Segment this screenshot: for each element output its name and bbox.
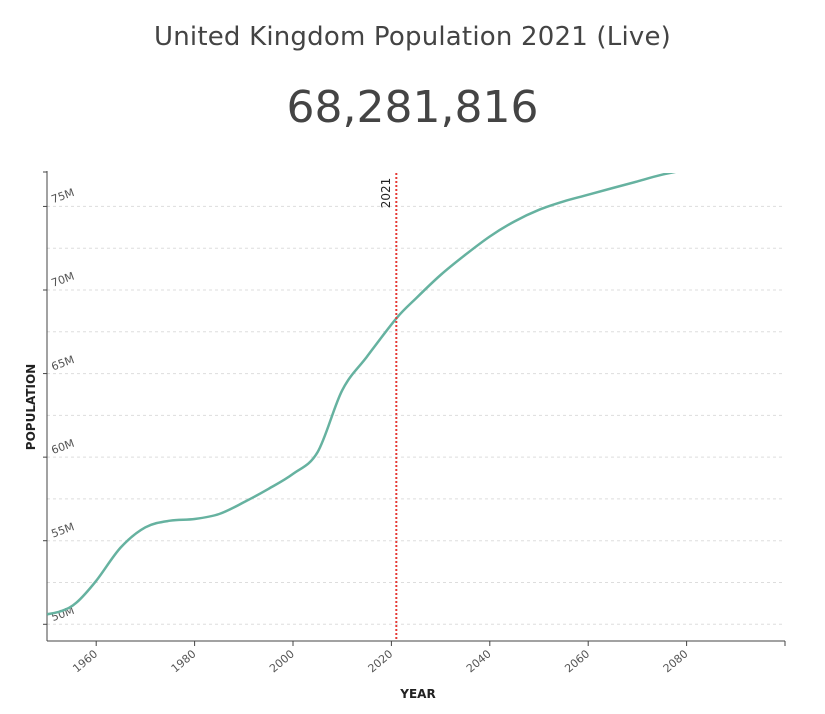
current-year-marker-label: 2021 xyxy=(379,178,393,209)
x-tick-label: 2040 xyxy=(464,647,494,675)
y-tick-label: 65M xyxy=(50,353,77,373)
x-tick-label: 2020 xyxy=(366,647,396,675)
y-tick-label: 75M xyxy=(50,186,77,206)
page-title: United Kingdom Population 2021 (Live) xyxy=(153,22,672,52)
x-axis-title: YEAR xyxy=(399,687,435,701)
y-tick-label: 70M xyxy=(50,270,77,290)
y-tick-label: 60M xyxy=(50,437,77,457)
live-population-counter: 68,281,816 xyxy=(286,82,539,133)
x-tick-label: 2000 xyxy=(267,647,297,675)
x-tick-label: 1960 xyxy=(70,647,100,675)
x-tick-label: 2060 xyxy=(562,647,592,675)
y-tick-label: 55M xyxy=(50,520,77,540)
population-series-line xyxy=(47,173,676,616)
y-axis-title: POPULATION xyxy=(24,364,38,450)
x-tick-label: 1980 xyxy=(169,647,199,675)
x-tick-label: 2080 xyxy=(661,647,691,675)
